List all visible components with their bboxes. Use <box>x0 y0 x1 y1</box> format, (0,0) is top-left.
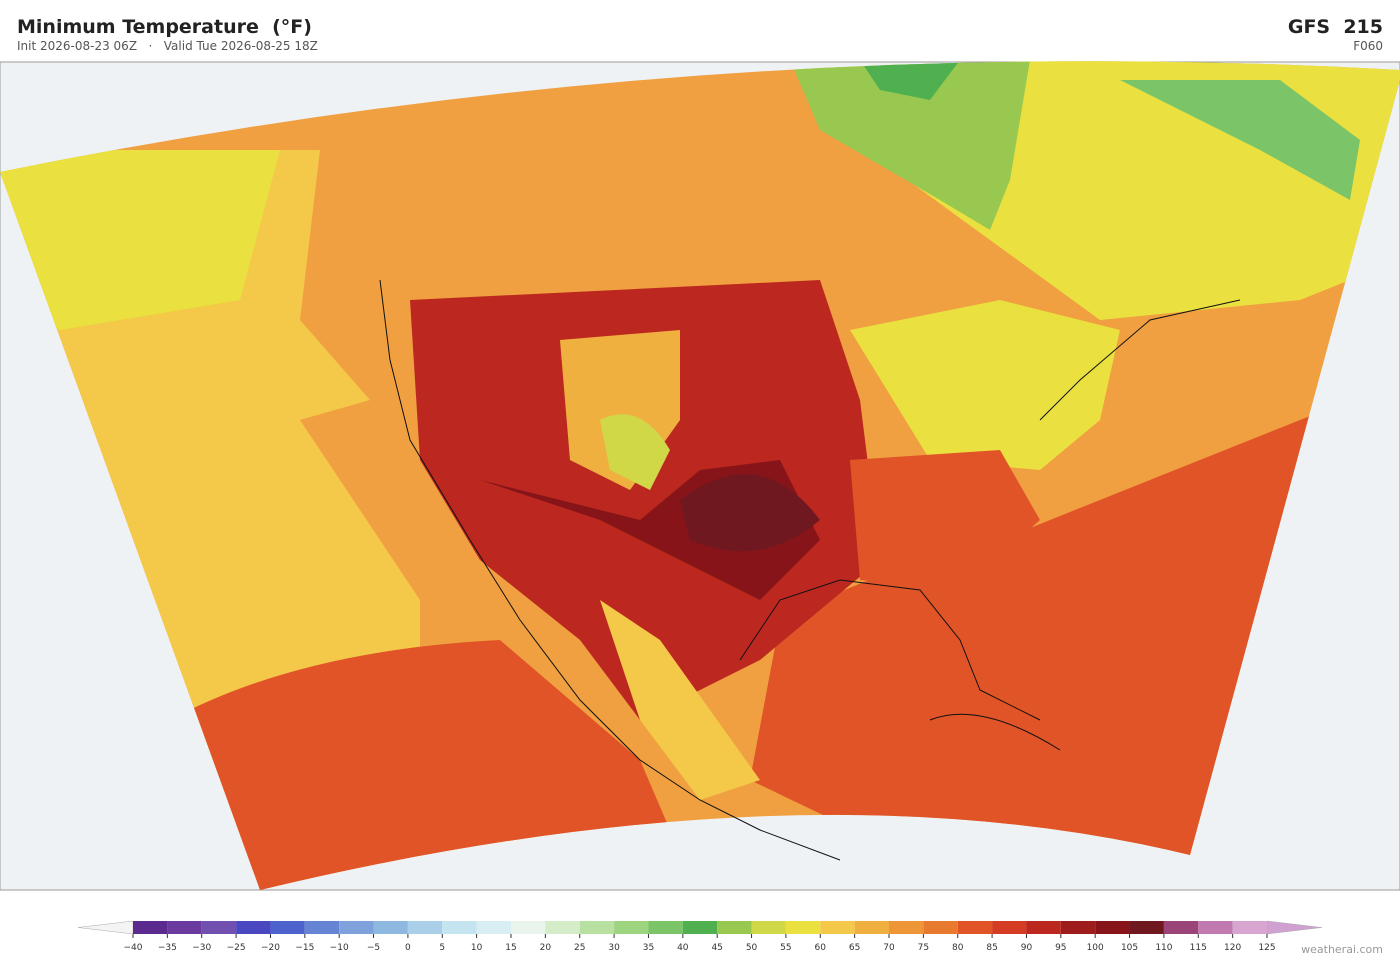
colorbar-bin <box>957 921 993 934</box>
model: GFS 215 <box>1287 16 1383 38</box>
colorbar-bin <box>820 921 855 934</box>
colorbar-bin <box>1060 921 1096 934</box>
colorbar-bin <box>717 921 752 934</box>
colorbar-tick-label: 95 <box>1055 943 1066 953</box>
colorbar-tick-label: 75 <box>918 943 929 953</box>
init: Init 2026-08-23 06Z <box>17 39 138 53</box>
colorbar-tick-label: 55 <box>780 943 791 953</box>
colorbar-tick-label: 15 <box>505 943 516 953</box>
colorbar-bin <box>304 921 340 934</box>
valid: Valid Tue 2026-08-25 18Z <box>163 39 318 53</box>
title: Minimum Temperature (°F) <box>17 16 312 38</box>
colorbar-tick-label: −30 <box>192 943 211 953</box>
colorbar-bin <box>476 921 511 934</box>
colorbar-bin <box>992 921 1027 934</box>
colorbar-bin <box>751 921 786 934</box>
colorbar-tick-label: 105 <box>1121 943 1138 953</box>
colorbar-bin <box>511 921 546 934</box>
colorbar-bin <box>1232 921 1267 934</box>
colorbar-tick-label: 0 <box>405 943 411 953</box>
colorbar-tick-label: 90 <box>1021 943 1033 953</box>
colorbar-tick-label: 100 <box>1087 943 1104 953</box>
colorbar-bin <box>579 921 615 934</box>
colorbar-bin <box>407 921 443 934</box>
colorbar-tick-label: 40 <box>677 943 689 953</box>
colorbar-tick-label: 65 <box>849 943 860 953</box>
colorbar-bin <box>785 921 821 934</box>
colorbar-tick-label: 25 <box>574 943 585 953</box>
colorbar-bin <box>270 921 305 934</box>
colorbar-bin <box>614 921 649 934</box>
separator: · <box>148 39 153 53</box>
colorbar-bin <box>167 921 202 934</box>
colorbar-bin <box>339 921 374 934</box>
colorbar-tick-label: 120 <box>1224 943 1241 953</box>
colorbar-tick-label: −5 <box>367 943 380 953</box>
colorbar-over <box>1266 920 1323 935</box>
colorbar-tick-label: 80 <box>952 943 964 953</box>
colorbar-tick-label: −20 <box>261 943 280 953</box>
colorbar-bin <box>201 921 237 934</box>
forecast-hour: F060 <box>1353 39 1383 53</box>
colorbar-tick-label: −10 <box>330 943 349 953</box>
colorbar-bin <box>682 921 718 934</box>
colorbar-tick-label: 30 <box>608 943 620 953</box>
colorbar-bin <box>1095 921 1130 934</box>
colorbar-bin <box>889 921 924 934</box>
watermark: weatherai.com <box>1301 943 1383 956</box>
colorbar-tick-label: 125 <box>1258 943 1275 953</box>
colorbar-bin <box>1129 921 1164 934</box>
colorbar-bin <box>1198 921 1233 934</box>
colorbar-tick-label: 10 <box>471 943 483 953</box>
colorbar-tick-label: 35 <box>643 943 654 953</box>
colorbar-bin <box>854 921 889 934</box>
colorbar-tick-label: 70 <box>883 943 895 953</box>
colorbar-tick-label: 50 <box>746 943 758 953</box>
colorbar-tick-label: 45 <box>711 943 722 953</box>
colorbar-bin <box>236 921 271 934</box>
colorbar-bin <box>1163 921 1199 934</box>
colorbar-under <box>77 920 134 935</box>
colorbar-tick-label: −25 <box>227 943 246 953</box>
coastlines <box>379 279 1241 861</box>
colorbar-tick-label: 115 <box>1190 943 1207 953</box>
colorbar-tick-label: −35 <box>158 943 177 953</box>
colorbar-tick-label: 5 <box>439 943 445 953</box>
colorbar-tick-label: 20 <box>540 943 552 953</box>
colorbar-bin <box>442 921 477 934</box>
subtitle: Init 2026-08-23 06Z · Valid Tue 2026-08-… <box>17 39 318 53</box>
colorbar-tick-label: −15 <box>295 943 314 953</box>
colorbar-tick-label: 110 <box>1155 943 1172 953</box>
colorbar-tick-label: 85 <box>986 943 997 953</box>
colorbar-bin <box>373 921 408 934</box>
colorbar-bin <box>545 921 580 934</box>
colorbar-tick-label: 60 <box>815 943 827 953</box>
colorbar-tick-label: −40 <box>124 943 143 953</box>
colorbar-bin <box>923 921 958 934</box>
colorbar-bin <box>1026 921 1061 934</box>
temperature-field <box>0 61 1400 890</box>
colorbar-bin <box>648 921 683 934</box>
colorbar-bin <box>133 921 168 934</box>
